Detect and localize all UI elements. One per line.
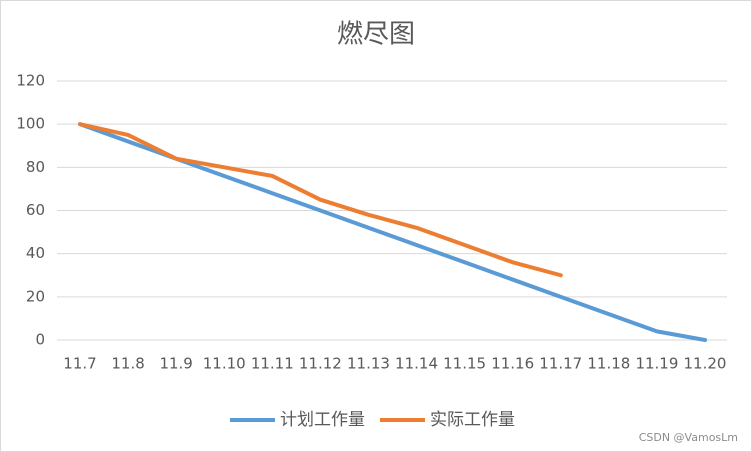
y-tick-label: 60 xyxy=(26,201,45,219)
x-tick-label: 11.17 xyxy=(539,355,582,373)
x-tick-label: 11.14 xyxy=(395,355,438,373)
x-tick-label: 11.20 xyxy=(684,355,727,373)
x-tick-label: 11.9 xyxy=(159,355,192,373)
legend-label: 实际工作量 xyxy=(430,410,515,430)
x-tick-label: 11.13 xyxy=(347,355,390,373)
x-tick-label: 11.7 xyxy=(63,355,96,373)
y-tick-label: 120 xyxy=(16,72,45,90)
x-tick-label: 11.8 xyxy=(111,355,144,373)
y-tick-label: 40 xyxy=(26,244,45,262)
series-line xyxy=(78,122,563,278)
y-tick-label: 0 xyxy=(35,331,45,349)
x-tick-label: 11.18 xyxy=(587,355,630,373)
chart-title: 燃尽图 xyxy=(337,20,415,50)
x-tick-label: 11.11 xyxy=(251,355,294,373)
watermark: CSDN @VamosLm xyxy=(639,431,738,444)
legend-label: 计划工作量 xyxy=(280,410,365,430)
x-tick-label: 11.16 xyxy=(491,355,534,373)
x-tick-label: 11.10 xyxy=(203,355,246,373)
x-tick-label: 11.15 xyxy=(443,355,486,373)
y-tick-label: 100 xyxy=(16,115,45,133)
y-tick-label: 80 xyxy=(26,158,45,176)
x-tick-label: 11.12 xyxy=(299,355,342,373)
x-tick-label: 11.19 xyxy=(635,355,678,373)
y-tick-label: 20 xyxy=(26,287,45,305)
